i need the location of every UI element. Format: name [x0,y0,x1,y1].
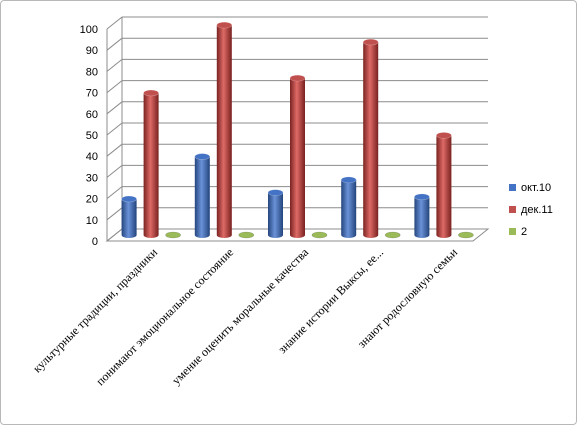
bar-body [216,25,232,239]
bar-2-0 [165,231,181,239]
bar-flat [458,231,474,239]
x-category-label: умение оценить моральные качества [169,245,312,388]
legend-label: 2 [521,226,527,238]
y-tick-label: 100 [80,24,98,36]
gridline-side [106,80,123,93]
legend-item: 2 [509,226,527,238]
gridline-side [106,37,123,51]
bar--10-1 [194,153,211,238]
bar-2-3 [384,231,401,239]
gridline-side [106,207,123,221]
bar-flat [311,231,328,239]
y-tick-label: 40 [86,151,98,163]
bar-2-2 [311,231,328,239]
gridline-side [106,165,123,178]
legend-item: окт.10 [509,182,551,194]
y-tick-label: 50 [86,130,98,142]
bar-body [341,179,357,238]
bar--11-4 [436,132,452,238]
bar-top [194,153,211,160]
legend-label: дек.11 [521,204,553,216]
plot-area [121,21,474,239]
bar--11-2 [289,74,306,239]
gridline-side [106,101,123,115]
bar-top [143,89,159,97]
gridline-side [106,16,123,30]
bar-body [414,196,430,238]
legend-swatch [509,184,516,191]
bar--11-0 [143,89,159,239]
bar-2-1 [238,231,255,239]
bar--10-0 [121,195,137,238]
y-tick-label: 90 [86,45,98,57]
y-tick-label: 20 [86,194,98,206]
bar--10-2 [267,189,284,238]
bar-body [143,92,159,239]
y-tick-label: 60 [86,109,98,121]
bar-flat [384,231,401,239]
bar-top [216,21,233,29]
x-category-label: понимают эмоциональное состояние [93,245,236,388]
y-tick-label: 80 [86,66,98,78]
gridline-side [106,122,123,136]
bar-top [267,189,284,196]
bar--11-3 [362,38,379,238]
bar-body [436,135,452,238]
legend: окт.10 дек.11 2 [509,182,553,238]
gridline-side [106,228,123,242]
bar-top [340,176,357,184]
bar-flat [238,231,255,239]
bar-body [194,156,210,238]
y-tick-label: 10 [86,215,98,227]
gridline-side [106,186,123,199]
bar-top [289,74,306,82]
bar--11-1 [216,21,233,239]
bar-top [414,193,430,201]
y-axis: 0 10 20 30 40 50 60 70 80 90 100 [80,24,98,248]
bar-top [436,132,452,139]
bar-body [121,198,137,238]
legend-swatch [509,228,516,235]
y-tick-label: 0 [92,236,98,248]
bar-body [290,78,305,239]
bar-2-4 [458,231,474,239]
gridline-side [106,59,123,72]
bar-body [363,42,379,238]
bar--10-3 [340,176,357,238]
bar-top [362,38,379,46]
legend-label: окт.10 [521,182,551,194]
legend-swatch [509,206,516,213]
gridline-side [106,143,123,157]
bar--10-4 [414,193,430,238]
legend-item: дек.11 [509,204,553,216]
bar-body [268,192,283,238]
x-category-label: культурные традиции, праздники [30,245,161,376]
y-tick-label: 30 [86,172,98,184]
y-tick-label: 70 [86,88,98,100]
bar-top [121,195,137,203]
bar-flat [165,231,181,239]
